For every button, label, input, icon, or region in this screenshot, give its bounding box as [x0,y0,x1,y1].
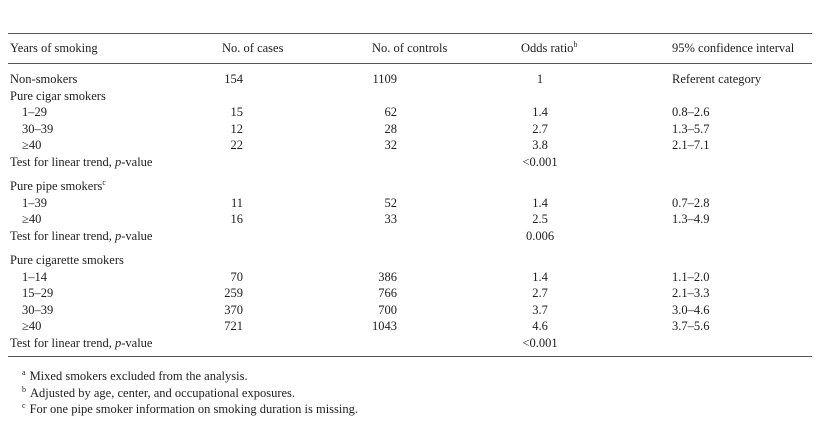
cell: 3.0–4.6 [672,302,710,317]
cell: 1.1–2.0 [672,269,710,284]
cell: 2.5 [532,212,548,226]
cell: 22 [230,138,244,152]
cell: 2.1–7.1 [672,138,710,152]
cell: 386 [378,269,397,284]
footnote-text: For one pipe smoker information on smoki… [29,402,359,416]
trend-label-part: p [115,335,122,350]
cell: 0.8–2.6 [672,105,710,119]
cell: 2.1–3.3 [672,286,710,300]
cell: 12 [230,121,244,136]
row-label: 1–39 [22,195,47,210]
footnote-mark: b [22,384,26,394]
cell: 766 [378,286,397,300]
cell: 70 [230,269,244,284]
footnote: c For one pipe smoker information on smok… [22,401,359,417]
row-label: 30–39 [22,302,54,317]
top-rule [8,33,812,34]
group-heading: Pure pipe smokersc [10,178,106,194]
footnote: a Mixed smokers excluded from the analysi… [22,368,248,384]
trend-label: Test for linear trend, p-value [10,229,152,243]
cell: 52 [384,195,398,210]
cell: 62 [384,105,398,119]
cell: 4.6 [532,319,548,333]
trend-value: <0.001 [522,335,558,350]
cell: 259 [224,286,243,300]
cell: Referent category [672,72,762,86]
trend-label: Test for linear trend, p-value [10,336,152,350]
cell: 1.4 [532,195,548,210]
trend-label-part: p [115,154,122,169]
cell: 15 [230,105,244,119]
trend-label-part: -value [121,335,153,350]
cell: 16 [230,212,244,226]
header-cell: Years of smoking [10,41,98,55]
row-label: 1–29 [22,105,47,119]
superscript: b [573,40,578,49]
cell: 28 [384,121,398,136]
cell: 1 [536,72,544,86]
group-heading-text: Pure pipe smokers [10,179,103,193]
footnote-text: Mixed smokers excluded from the analysis… [29,369,248,383]
cell: 3.7–5.6 [672,319,710,333]
cell: 721 [224,319,243,333]
header-cell-text: Years of smoking [10,41,98,55]
group-heading-text: Pure cigarette smokers [10,253,124,267]
cell: 33 [384,212,398,226]
superscript: c [102,178,106,187]
trend-label-part: Test for linear trend, [10,228,115,243]
group-heading: Pure cigarette smokers [10,253,124,267]
cell: 154 [224,72,243,86]
header-cell: No. of controls [372,41,447,55]
trend-label-part: Test for linear trend, [10,335,115,350]
header-cell-text: Odds ratio [521,41,574,55]
row-label: ≥40 [22,138,42,152]
row-label: Non-smokers [10,72,78,86]
group-heading-text: Pure cigar smokers [10,88,106,103]
footnote: b Adjusted by age, center, and occupation… [22,384,296,400]
header-cell: Odds ratiob [521,40,578,56]
cell: 11 [230,195,243,210]
trend-label: Test for linear trend, p-value [10,155,152,169]
header-cell-text: No. of controls [372,41,448,55]
cell: 2.7 [532,121,548,136]
footnote-text: Adjusted by age, center, and occupationa… [30,385,296,400]
row-label: ≥40 [22,319,42,333]
group-heading: Pure cigar smokers [10,89,106,103]
cell: 700 [378,302,397,317]
cell: 1.4 [532,269,548,284]
header-cell-text: 95% confidence interval [672,41,795,55]
row-label: 15–29 [22,286,54,300]
trend-label-part: p [115,228,122,243]
row-label: 1–14 [22,269,47,284]
trend-label-part: Test for linear trend, [10,154,115,169]
cell: 32 [384,138,398,152]
cell: 0.7–2.8 [672,195,710,210]
header-cell: 95% confidence interval [672,41,794,55]
cell: 3.8 [532,138,548,152]
cell: 2.7 [532,286,548,300]
cell: 1.3–4.9 [672,212,710,226]
header-rule [8,63,812,64]
header-cell: No. of cases [222,41,283,55]
row-label: ≥40 [22,212,42,226]
footnote-mark: a [22,368,26,377]
cell: 3.7 [532,302,548,317]
cell: 370 [224,302,243,317]
cell: 1.4 [532,105,548,119]
header-cell-text: No. of cases [222,41,284,55]
cell: 1043 [372,319,397,333]
row-label: 30–39 [22,121,54,136]
cell: 1109 [372,72,397,86]
trend-label-part: -value [121,228,153,243]
cell: 1.3–5.7 [672,121,710,136]
trend-value: 0.006 [525,228,555,243]
footnote-mark: c [22,401,26,410]
trend-label-part: -value [121,154,153,169]
bottom-rule [8,356,812,357]
trend-value: <0.001 [522,154,558,169]
